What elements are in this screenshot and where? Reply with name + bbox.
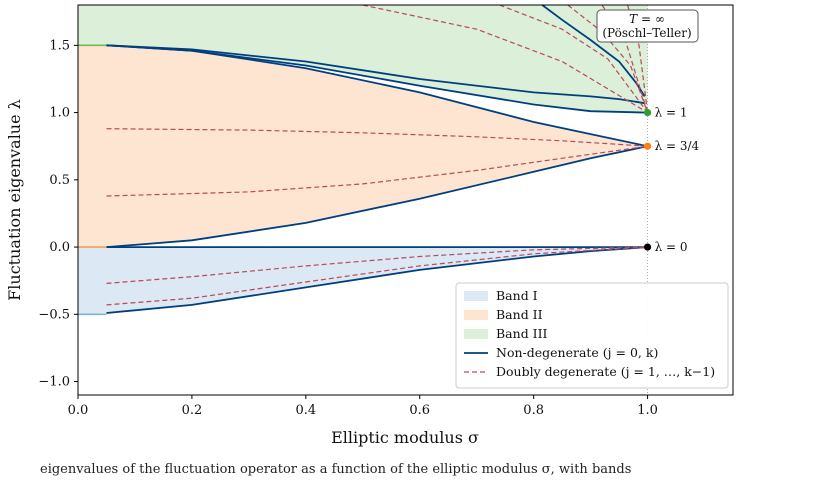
axes-frame bbox=[77, 4, 734, 396]
degenerate-curve-3 bbox=[106, 246, 648, 306]
nondegenerate-curve-5 bbox=[106, 246, 648, 314]
y-tick-label: 1.5 bbox=[49, 38, 70, 53]
legend-label-band-3: Band III bbox=[496, 326, 548, 341]
marker-label-2: λ = 0 bbox=[655, 240, 688, 254]
legend: Band I Band II Band III Non-degenerate (j =… bbox=[455, 282, 729, 389]
band-2-area bbox=[78, 45, 648, 248]
x-axis-label: Elliptic modulus σ bbox=[331, 428, 479, 447]
degenerate-curve-4 bbox=[362, 4, 648, 114]
marker-point-0 bbox=[643, 108, 652, 117]
annotation-line-1: T = ∞ bbox=[629, 12, 665, 26]
x-tick-label: 0.8 bbox=[523, 403, 544, 418]
degenerate-curve-8 bbox=[627, 4, 649, 113]
y-tick-label: −0.5 bbox=[38, 307, 70, 322]
nondegenerate-curve-3 bbox=[106, 145, 648, 248]
legend-frame bbox=[455, 282, 729, 389]
nondegenerate-curve-0 bbox=[106, 44, 645, 105]
y-tick-label: 0.5 bbox=[49, 173, 70, 188]
x-tick-label: 0.4 bbox=[295, 403, 316, 418]
x-tick-label: 0.2 bbox=[182, 403, 203, 418]
x-tick-label: 1.0 bbox=[637, 403, 658, 418]
legend-swatch-band-1 bbox=[464, 291, 488, 301]
annotation-box: T = ∞ (Pöschl–Teller) bbox=[596, 9, 699, 43]
legend-label-series-0: Non-degenerate (j = 0, k) bbox=[496, 345, 658, 360]
markers-layer: λ = 1 λ = 3/4 λ = 0 bbox=[643, 106, 700, 254]
marker-label-0: λ = 1 bbox=[655, 106, 688, 120]
band-1-area bbox=[78, 247, 648, 315]
degenerate-curve-0 bbox=[106, 128, 648, 147]
figure-caption: eigenvalues of the fluctuation operator … bbox=[40, 462, 632, 477]
legend-swatch-band-3 bbox=[464, 329, 488, 339]
band-3-area bbox=[78, 5, 648, 113]
y-tick-label: 0.0 bbox=[49, 240, 70, 255]
x-axis-ticks: 0.0 0.2 0.4 0.6 0.8 1.0 bbox=[68, 395, 658, 418]
nondegenerate-curve-2 bbox=[106, 44, 648, 148]
degenerate-curve-6 bbox=[567, 4, 649, 113]
marker-point-2 bbox=[643, 243, 652, 251]
degenerate-curve-2 bbox=[106, 246, 648, 284]
x-tick-label: 0.6 bbox=[409, 403, 430, 418]
bands-layer bbox=[78, 5, 648, 316]
legend-swatch-band-2 bbox=[464, 310, 488, 320]
legend-label-band-1: Band I bbox=[496, 288, 538, 303]
y-tick-label: −1.0 bbox=[38, 375, 70, 390]
annotation-line-2: (Pöschl–Teller) bbox=[602, 26, 691, 40]
y-axis-label: Fluctuation eigenvalue λ bbox=[5, 99, 24, 301]
annotation-box-frame bbox=[596, 9, 699, 43]
degenerate-curve-1 bbox=[106, 145, 648, 197]
y-tick-label: 1.0 bbox=[49, 106, 70, 121]
lines-layer bbox=[106, 4, 649, 314]
legend-label-band-2: Band II bbox=[496, 307, 543, 322]
y-axis-ticks: −1.0 −0.5 0.0 0.5 1.0 1.5 bbox=[38, 38, 78, 390]
degenerate-curve-5 bbox=[499, 4, 649, 113]
x-tick-label: 0.0 bbox=[68, 403, 89, 418]
marker-point-1 bbox=[643, 142, 652, 150]
marker-label-1: λ = 3/4 bbox=[655, 139, 700, 153]
legend-label-series-1: Doubly degenerate (j = 1, …, k−1) bbox=[496, 364, 715, 379]
